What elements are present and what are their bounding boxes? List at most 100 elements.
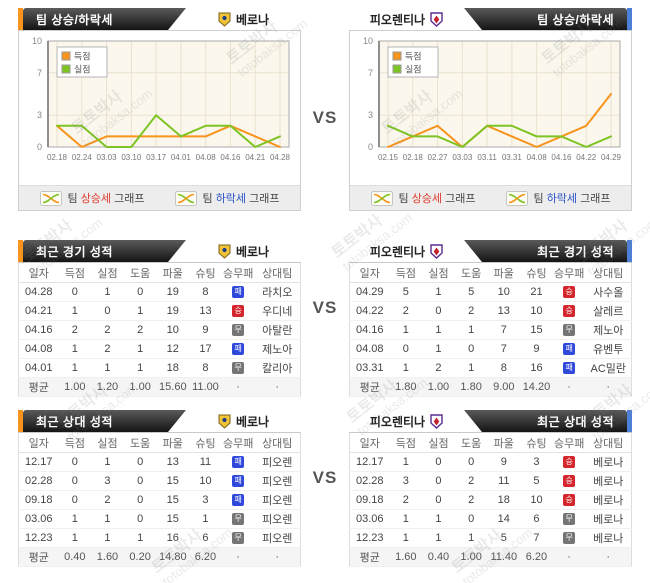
svg-text:실점: 실점	[74, 64, 91, 75]
stat-cell: 11	[189, 452, 222, 472]
fiorentina-logo-icon	[430, 11, 443, 27]
rise-graph-button[interactable]: 팀 상승세 그래프	[370, 190, 476, 206]
fall-graph-button[interactable]: 팀 하락세 그래프	[505, 190, 611, 206]
stat-cell: 14	[487, 509, 521, 529]
result-cell: 패	[221, 490, 255, 510]
trend-title-tab: 팀 상승/하락세	[23, 8, 186, 30]
stat-cell: 1	[422, 528, 455, 548]
home-h2h-column: 최근 상대 성적 베로나 일자 득점 실점 도움 파울 슈팅 승무패 상대팀 12.17 0 1 0 1…	[18, 410, 301, 567]
result-badge: 패	[563, 343, 576, 356]
accent-bar	[627, 410, 632, 432]
rise-cross-icon	[370, 190, 393, 206]
average-cell: 0.20	[123, 547, 157, 567]
stat-cell: 02.28	[349, 471, 390, 491]
stat-cell: 04.08	[18, 339, 59, 359]
average-cell: ·	[221, 547, 255, 567]
stat-cell: 0	[389, 339, 423, 359]
result-cell: 무	[552, 528, 586, 548]
h2h-section: 최근 상대 성적 베로나 일자 득점 실점 도움 파울 슈팅 승무패 상대팀 12.17 0 1 0 1…	[0, 410, 650, 567]
opponent-cell: 사수올	[585, 282, 632, 302]
average-cell: 11.40	[487, 547, 521, 567]
match-row: 04.21 1 0 1 19 13 승 우디네	[18, 301, 301, 321]
result-badge: 승	[232, 305, 245, 318]
vs-label: VS	[312, 298, 338, 317]
match-row: 04.22 2 0 2 13 10 승 살레르	[349, 301, 632, 321]
stat-cell: 1	[58, 509, 92, 529]
home-team: 베로나	[186, 8, 301, 30]
average-cell: ·	[552, 377, 586, 397]
rise-graph-button[interactable]: 팀 상승세 그래프	[39, 190, 145, 206]
fall-graph-button[interactable]: 팀 하락세 그래프	[174, 190, 280, 206]
result-cell: 무	[552, 509, 586, 529]
match-row: 03.06 1 1 0 14 6 무 베로나	[349, 509, 632, 529]
column-header: 상대팀	[585, 432, 632, 453]
recent-title-tab: 최근 경기 성적	[23, 240, 186, 262]
stat-cell: 2	[389, 301, 423, 321]
average-cell: 평균	[18, 547, 59, 567]
column-header: 득점	[58, 432, 92, 453]
result-cell: 패	[221, 339, 255, 359]
svg-text:02.18: 02.18	[47, 153, 68, 162]
result-badge: 승	[563, 286, 576, 299]
svg-text:득점: 득점	[74, 51, 91, 62]
average-cell: 1.60	[91, 547, 124, 567]
stat-cell: 04.01	[18, 358, 59, 378]
result-cell: 패	[221, 282, 255, 302]
opponent-cell: 피오렌	[254, 452, 301, 472]
away-team-name: 피오렌티나	[369, 414, 426, 429]
away-trend-panel: 0 3 7 10 02.15 02.18 02.27 03.03 03.11 03.31 04.08…	[349, 30, 632, 211]
result-badge: 무	[232, 324, 245, 337]
result-badge: 패	[563, 362, 576, 375]
away-recent-table: 일자 득점 실점 도움 파울 슈팅 승무패 상대팀 04.29 5 1 5 10 21 승 사수올 04.22 2…	[349, 262, 632, 397]
trend-title: 팀 상승/하락세	[36, 12, 113, 27]
stat-cell: 0	[123, 509, 157, 529]
opponent-cell: 제노아	[585, 320, 632, 340]
svg-text:02.18: 02.18	[403, 153, 424, 162]
stat-cell: 5	[520, 471, 553, 491]
result-cell: 무	[221, 358, 255, 378]
stat-cell: 1	[123, 358, 157, 378]
average-cell: 평균	[349, 377, 390, 397]
column-header: 승무패	[221, 262, 255, 283]
column-header: 실점	[422, 432, 455, 453]
accent-bar	[627, 8, 632, 30]
stat-cell: 6	[520, 509, 553, 529]
stat-cell: 1	[58, 301, 92, 321]
stats-table: 일자 득점 실점 도움 파울 슈팅 승무패 상대팀 12.17 1 0 0 9 3 승 베로나 02.28 3 0 2…	[349, 432, 632, 567]
result-cell: 무	[221, 528, 255, 548]
stat-cell: 03.06	[349, 509, 390, 529]
stat-cell: 8	[487, 358, 521, 378]
opponent-cell: 제노아	[254, 339, 301, 359]
result-cell: 무	[221, 320, 255, 340]
recent-section: 최근 경기 성적 베로나 일자 득점 실점 도움 파울 슈팅 승무패 상대팀 04.28 0 1 0 1…	[0, 240, 650, 397]
svg-text:3: 3	[37, 110, 42, 120]
result-cell: 승	[552, 490, 586, 510]
rise-cross-icon	[39, 190, 62, 206]
stat-cell: 16	[520, 358, 553, 378]
stat-cell: 2	[91, 339, 124, 359]
column-header: 실점	[422, 262, 455, 283]
result-badge: 승	[563, 305, 576, 318]
fiorentina-logo-icon	[430, 243, 443, 259]
average-cell: 평균	[349, 547, 390, 567]
opponent-cell: 피오렌	[254, 490, 301, 510]
match-row: 04.08 0 1 0 7 9 패 유벤투	[349, 339, 632, 359]
average-cell: 6.20	[520, 547, 553, 567]
home-trend-column: 팀 상승/하락세 베로나 0 3 7 10 02.18 02.24 03.03 03.10 03…	[18, 8, 301, 211]
away-team-name: 피오렌티나	[369, 12, 426, 27]
result-cell: 승	[552, 282, 586, 302]
svg-text:02.24: 02.24	[72, 153, 93, 162]
accent-bar	[18, 240, 23, 262]
opponent-cell: 베로나	[585, 490, 632, 510]
svg-text:04.01: 04.01	[171, 153, 192, 162]
svg-text:7: 7	[37, 68, 42, 78]
vs-label: VS	[312, 108, 338, 127]
stat-cell: 1	[389, 452, 423, 472]
stat-cell: 0	[422, 301, 455, 321]
match-row: 12.23 1 1 1 16 6 무 피오렌	[18, 528, 301, 548]
column-header: 상대팀	[254, 432, 301, 453]
stat-cell: 7	[487, 339, 521, 359]
stat-cell: 15	[156, 490, 190, 510]
stat-cell: 10	[520, 490, 553, 510]
